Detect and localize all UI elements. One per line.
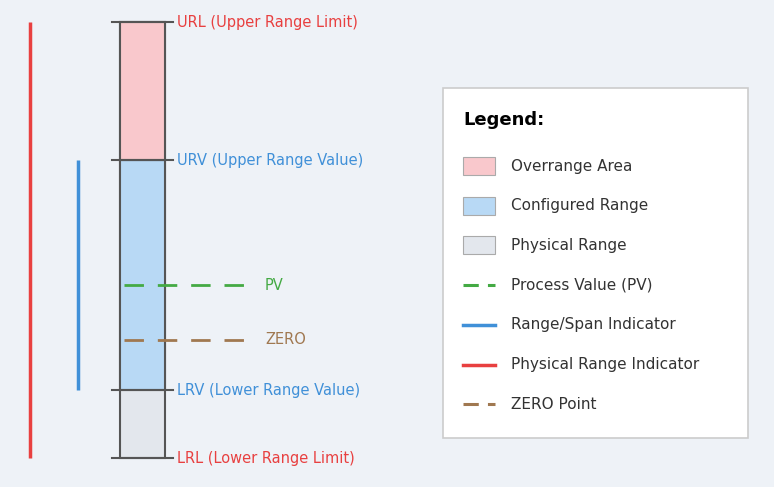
Text: Process Value (PV): Process Value (PV): [511, 278, 652, 293]
Text: PV: PV: [265, 278, 284, 293]
Text: Physical Range: Physical Range: [511, 238, 627, 253]
Bar: [463, 236, 495, 254]
Text: URL (Upper Range Limit): URL (Upper Range Limit): [177, 15, 358, 30]
Text: Range/Span Indicator: Range/Span Indicator: [511, 318, 676, 332]
Bar: [443, 88, 748, 438]
Text: LRL (Lower Range Limit): LRL (Lower Range Limit): [177, 450, 354, 466]
Text: Overrange Area: Overrange Area: [511, 158, 632, 173]
Bar: [120, 22, 165, 458]
Text: ZERO Point: ZERO Point: [511, 397, 597, 412]
Bar: [120, 22, 165, 160]
Text: ZERO: ZERO: [265, 333, 306, 348]
Text: Configured Range: Configured Range: [511, 198, 649, 213]
Bar: [463, 157, 495, 175]
Text: LRV (Lower Range Value): LRV (Lower Range Value): [177, 382, 360, 397]
Text: Legend:: Legend:: [463, 111, 544, 129]
Text: Physical Range Indicator: Physical Range Indicator: [511, 357, 699, 372]
Bar: [120, 160, 165, 390]
Text: URV (Upper Range Value): URV (Upper Range Value): [177, 152, 363, 168]
Bar: [463, 197, 495, 215]
